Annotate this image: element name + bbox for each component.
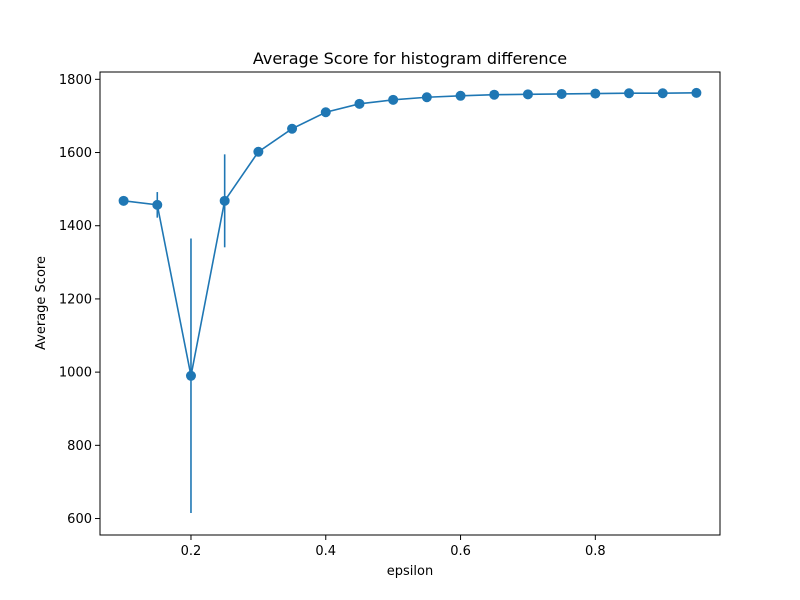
y-tick-label: 1600 [59, 146, 92, 161]
data-point [657, 88, 668, 99]
data-point [253, 146, 264, 157]
data-point [624, 88, 635, 99]
plot-area [99, 71, 721, 536]
x-axis-label: epsilon [387, 564, 433, 579]
series-line [123, 92, 697, 376]
y-tick-label: 1200 [59, 292, 92, 307]
y-axis-label: Average Score [34, 256, 49, 350]
data-point [152, 199, 163, 210]
x-tick-label: 0.8 [585, 544, 606, 559]
data-point [691, 87, 702, 98]
data-point [388, 94, 399, 105]
data-point [287, 123, 298, 134]
data-point [556, 88, 567, 99]
x-tick-label: 0.2 [181, 544, 202, 559]
data-point [455, 90, 466, 101]
series-points [118, 87, 702, 381]
x-tick-label: 0.4 [315, 544, 336, 559]
chart-title: Average Score for histogram difference [253, 49, 567, 68]
y-tick-label: 1800 [59, 73, 92, 88]
data-point [590, 88, 601, 99]
data-point [185, 370, 196, 381]
y-tick-label: 1400 [59, 219, 92, 234]
data-point [320, 107, 331, 118]
x-axis: 0.2 0.4 0.6 0.8 [181, 535, 606, 559]
data-point [421, 92, 432, 103]
series-lines [123, 92, 697, 376]
data-point [354, 98, 365, 109]
data-point [522, 89, 533, 100]
plot-frame [99, 71, 721, 536]
data-point [489, 89, 500, 100]
data-point [219, 195, 230, 206]
y-tick-label: 1000 [59, 366, 92, 381]
y-axis: 600 800 1000 1200 1400 1600 1800 [59, 73, 100, 527]
y-tick-label: 600 [67, 512, 92, 527]
y-tick-label: 800 [67, 439, 92, 454]
error-bars [122, 92, 698, 514]
data-point [118, 195, 129, 206]
x-tick-label: 0.6 [450, 544, 471, 559]
